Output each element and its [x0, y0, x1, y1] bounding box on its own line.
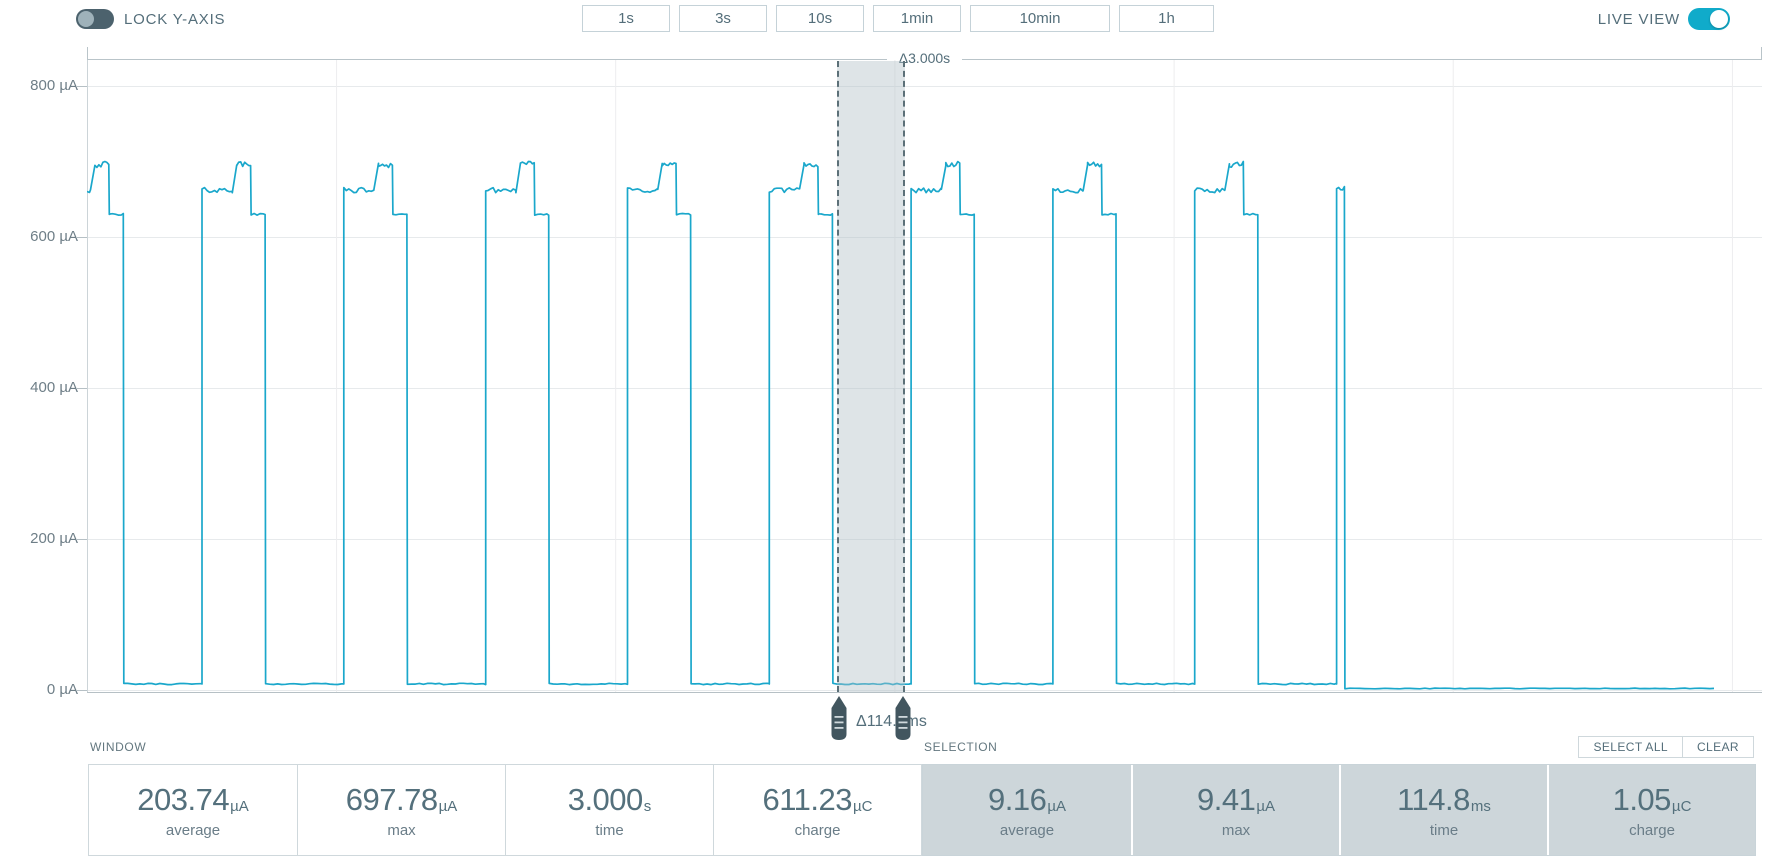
- stats-bar: WINDOW 203.74µA average 697.78µA max 3.0…: [0, 735, 1768, 867]
- stat-label: max: [1221, 821, 1251, 839]
- stat-value: 9.41µA: [1197, 781, 1275, 817]
- y-tick-label: 400 µA: [30, 379, 78, 396]
- window-stats-panel: 203.74µA average 697.78µA max 3.000s tim…: [88, 764, 922, 856]
- stat-unit: µC: [853, 797, 873, 815]
- selection-stat-average: 9.16µA average: [923, 765, 1131, 855]
- ruler-cap-right: [1761, 47, 1762, 60]
- y-tick-label: 200 µA: [30, 530, 78, 547]
- stat-value: 9.16µA: [988, 781, 1066, 817]
- stat-unit: µA: [230, 797, 249, 815]
- y-tick-label: 800 µA: [30, 77, 78, 94]
- stat-label: time: [1429, 821, 1459, 839]
- y-tick-mark: [76, 388, 87, 389]
- stat-label: charge: [1629, 821, 1675, 839]
- stat-label: average: [999, 821, 1055, 839]
- y-tick-mark: [76, 86, 87, 87]
- window-button-10s[interactable]: 10s: [776, 5, 864, 32]
- stat-label: charge: [794, 821, 841, 839]
- selection-actions: SELECT ALL CLEAR: [1578, 736, 1754, 758]
- y-tick-mark: [76, 690, 87, 691]
- stat-value: 611.23µC: [762, 781, 873, 817]
- window-stats-title: WINDOW: [90, 740, 147, 754]
- stat-label: time: [595, 821, 624, 839]
- window-button-10min[interactable]: 10min: [970, 5, 1110, 32]
- y-tick-mark: [76, 237, 87, 238]
- selection-stat-charge: 1.05µC charge: [1547, 765, 1755, 855]
- window-duration-label: Δ3.000s: [886, 50, 963, 66]
- window-stat-charge: 611.23µC charge: [713, 765, 921, 855]
- y-tick-label: 600 µA: [30, 228, 78, 245]
- stat-label: max: [387, 821, 416, 839]
- current-chart: Δ3.000s 800 µA 600 µA 400 µA 200 µA 0 µA Δ11…: [0, 40, 1768, 750]
- stat-unit: µA: [438, 797, 458, 815]
- waveform-svg: [86, 60, 1762, 693]
- ruler-cap-left: [87, 47, 88, 60]
- toggle-knob-icon: [78, 11, 94, 27]
- selection-stats-panel: 9.16µA average 9.41µA max 114.8ms time 1…: [922, 764, 1756, 856]
- window-button-1min[interactable]: 1min: [873, 5, 961, 32]
- toolbar: LOCK Y-AXIS 1s 3s 10s 1min 10min 1h LIVE…: [0, 0, 1768, 40]
- toggle-knob-icon: [1710, 10, 1728, 28]
- window-stat-average: 203.74µA average: [89, 765, 297, 855]
- stat-unit: µC: [1671, 797, 1692, 815]
- selection-handle-left[interactable]: [828, 696, 850, 740]
- stat-unit: µA: [1256, 797, 1275, 815]
- stat-value: 697.78µA: [345, 781, 458, 817]
- window-stat-max: 697.78µA max: [297, 765, 505, 855]
- clear-button[interactable]: CLEAR: [1682, 736, 1754, 758]
- stat-label: average: [165, 821, 221, 839]
- select-all-button[interactable]: SELECT ALL: [1578, 736, 1683, 758]
- y-tick-label: 0 µA: [46, 681, 78, 698]
- selection-handle-right[interactable]: [892, 696, 914, 740]
- window-button-3s[interactable]: 3s: [679, 5, 767, 32]
- current-trace: [86, 160, 1715, 690]
- selection-stat-time: 114.8ms time: [1339, 765, 1547, 855]
- window-ruler: Δ3.000s: [87, 50, 1762, 68]
- live-view-label: LIVE VIEW: [1597, 11, 1680, 28]
- stat-unit: µA: [1047, 797, 1066, 815]
- stat-unit: s: [643, 797, 652, 815]
- chart-plot-area[interactable]: [86, 60, 1762, 693]
- stat-value: 1.05µC: [1612, 781, 1692, 817]
- y-tick-mark: [76, 539, 87, 540]
- stat-value: 203.74µA: [137, 781, 249, 817]
- stat-unit: ms: [1470, 797, 1491, 815]
- live-view-toggle[interactable]: [1688, 8, 1730, 30]
- window-button-1s[interactable]: 1s: [582, 5, 670, 32]
- selection-stats-title: SELECTION: [924, 740, 998, 754]
- lock-y-axis-toggle[interactable]: [76, 9, 114, 29]
- lock-y-axis-label: LOCK Y-AXIS: [124, 11, 226, 28]
- window-stat-time: 3.000s time: [505, 765, 713, 855]
- stat-value: 114.8ms: [1397, 781, 1491, 817]
- y-axis-labels: 800 µA 600 µA 400 µA 200 µA 0 µA: [0, 40, 87, 750]
- window-button-1h[interactable]: 1h: [1119, 5, 1214, 32]
- selection-region[interactable]: [837, 61, 905, 692]
- window-duration-button-group: 1s 3s 10s 1min 10min 1h: [582, 5, 1214, 32]
- stat-value: 3.000s: [567, 781, 652, 817]
- selection-stat-max: 9.41µA max: [1131, 765, 1339, 855]
